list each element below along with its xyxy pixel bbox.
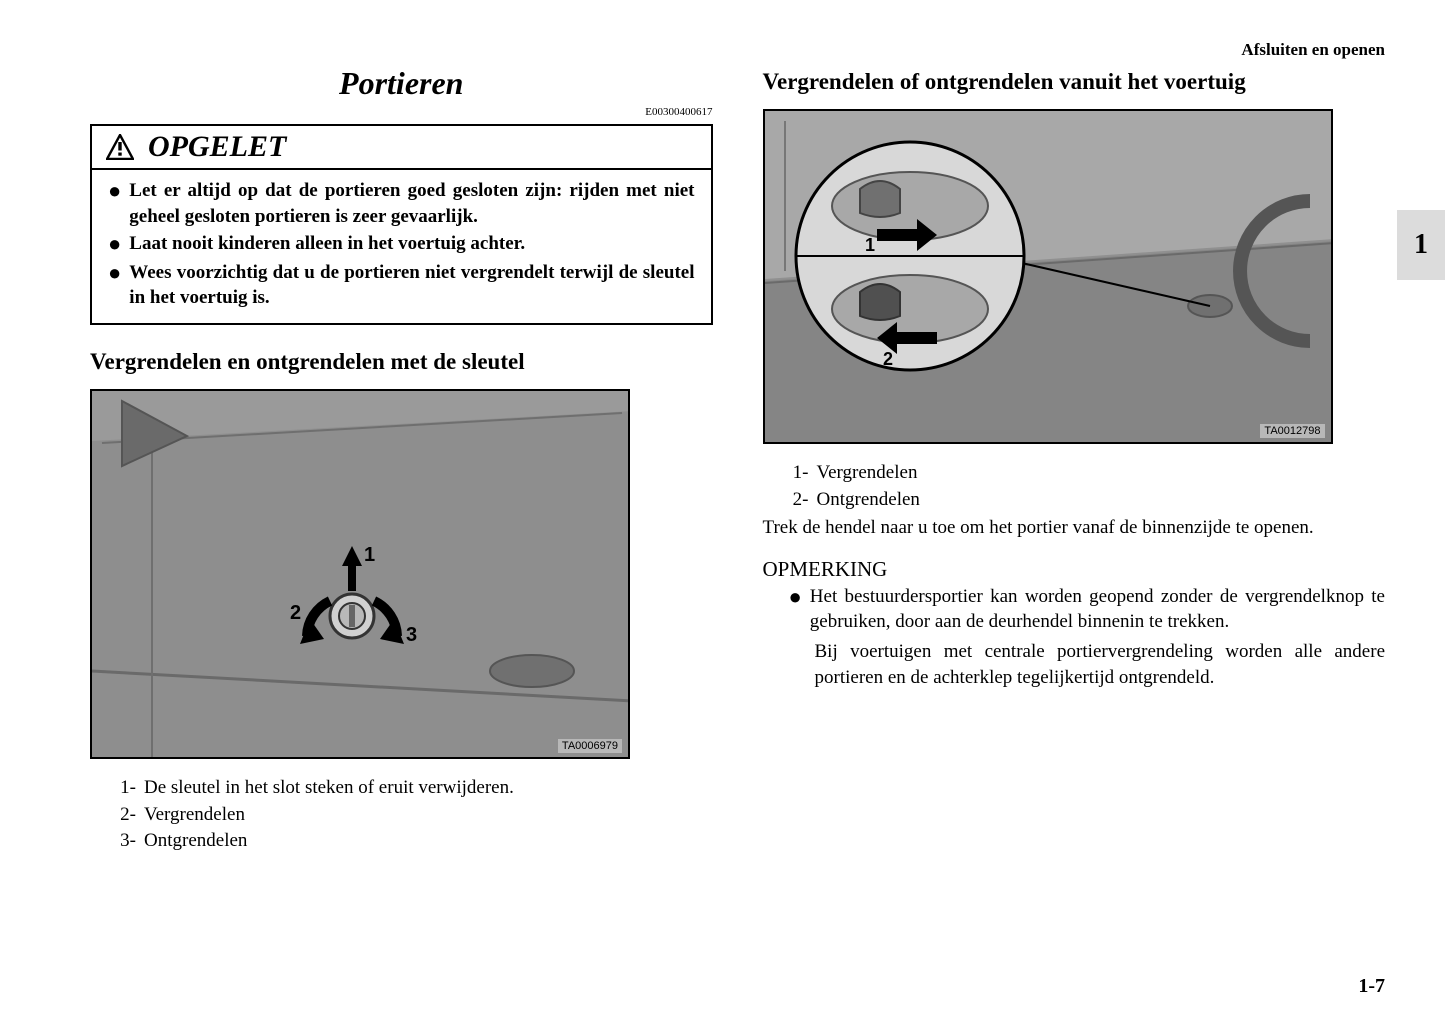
note-item: ● Het bestuurdersportier kan worden geop…	[789, 584, 1386, 635]
legend-number: 1-	[789, 460, 809, 487]
chapter-number: 1	[1414, 229, 1428, 261]
legend-item: 1- Vergrendelen	[789, 460, 1386, 487]
figure-legend: 1- Vergrendelen 2- Ontgrendelen	[789, 460, 1386, 513]
svg-text:2: 2	[883, 349, 893, 369]
note-continuation: Bij voertuigen met centrale portiervergr…	[815, 639, 1386, 690]
legend-text: Vergrendelen	[144, 802, 245, 829]
caution-text: Laat nooit kinderen alleen in het voertu…	[129, 231, 525, 257]
caution-title: OPGELET	[148, 130, 286, 164]
svg-text:1: 1	[865, 235, 875, 255]
caution-item: ● Laat nooit kinderen alleen in het voer…	[108, 231, 695, 257]
note-heading: OPMERKING	[763, 557, 1386, 582]
left-column: Portieren E00300400617 OPGELET ● Let er …	[90, 65, 713, 855]
legend-item: 3- Ontgrendelen	[116, 828, 713, 855]
note-text: Het bestuurdersportier kan worden geopen…	[810, 584, 1385, 635]
legend-text: Vergrendelen	[817, 460, 918, 487]
caution-body: ● Let er altijd op dat de portieren goed…	[92, 170, 711, 323]
bullet-icon: ●	[108, 178, 121, 229]
chapter-tab: 1	[1397, 210, 1445, 280]
svg-text:3: 3	[406, 624, 417, 646]
subsection-heading: Vergrendelen en ontgrendelen met de sleu…	[90, 349, 713, 375]
legend-item: 2- Vergrendelen	[116, 802, 713, 829]
two-column-layout: Portieren E00300400617 OPGELET ● Let er …	[90, 65, 1385, 855]
page-title: Portieren	[90, 65, 713, 102]
page-number: 1-7	[1358, 975, 1385, 998]
figure-code: TA0012798	[1260, 424, 1324, 438]
legend-item: 1- De sleutel in het slot steken of erui…	[116, 775, 713, 802]
svg-text:2: 2	[290, 602, 301, 624]
caution-text: Let er altijd op dat de portieren goed g…	[129, 178, 694, 229]
section-header: Afsluiten en openen	[1241, 40, 1385, 60]
legend-item: 2- Ontgrendelen	[789, 487, 1386, 514]
caution-text: Wees voorzichtig dat u de portieren niet…	[129, 260, 694, 311]
figure-code: TA0006979	[558, 739, 622, 753]
legend-text: De sleutel in het slot steken of eruit v…	[144, 775, 514, 802]
caution-header: OPGELET	[92, 126, 711, 170]
door-interior-illustration: 1 2	[765, 111, 1333, 444]
legend-text: Ontgrendelen	[144, 828, 247, 855]
figure-key-lock: 1 2 3 TA0006979	[90, 389, 630, 759]
subsection-heading: Vergrendelen of ontgrendelen vanuit het …	[763, 69, 1386, 95]
figure-interior-lock: 1 2 TA0012798	[763, 109, 1333, 444]
door-exterior-illustration: 1 2 3	[92, 391, 630, 759]
caution-item: ● Let er altijd op dat de portieren goed…	[108, 178, 695, 229]
caution-box: OPGELET ● Let er altijd op dat de portie…	[90, 124, 713, 325]
right-column: Vergrendelen of ontgrendelen vanuit het …	[763, 65, 1386, 855]
legend-number: 3-	[116, 828, 136, 855]
manual-page: Afsluiten en openen 1 Portieren E0030040…	[0, 0, 1445, 1026]
legend-number: 1-	[116, 775, 136, 802]
legend-text: Ontgrendelen	[817, 487, 920, 514]
figure-legend: 1- De sleutel in het slot steken of erui…	[116, 775, 713, 855]
bullet-icon: ●	[108, 231, 121, 257]
caution-item: ● Wees voorzichtig dat u de portieren ni…	[108, 260, 695, 311]
legend-number: 2-	[789, 487, 809, 514]
body-paragraph: Trek de hendel naar u toe om het portier…	[763, 515, 1386, 541]
bullet-icon: ●	[789, 584, 802, 635]
bullet-icon: ●	[108, 260, 121, 311]
svg-text:1: 1	[364, 544, 375, 566]
warning-icon	[106, 134, 134, 160]
legend-number: 2-	[116, 802, 136, 829]
document-code: E00300400617	[90, 106, 713, 118]
